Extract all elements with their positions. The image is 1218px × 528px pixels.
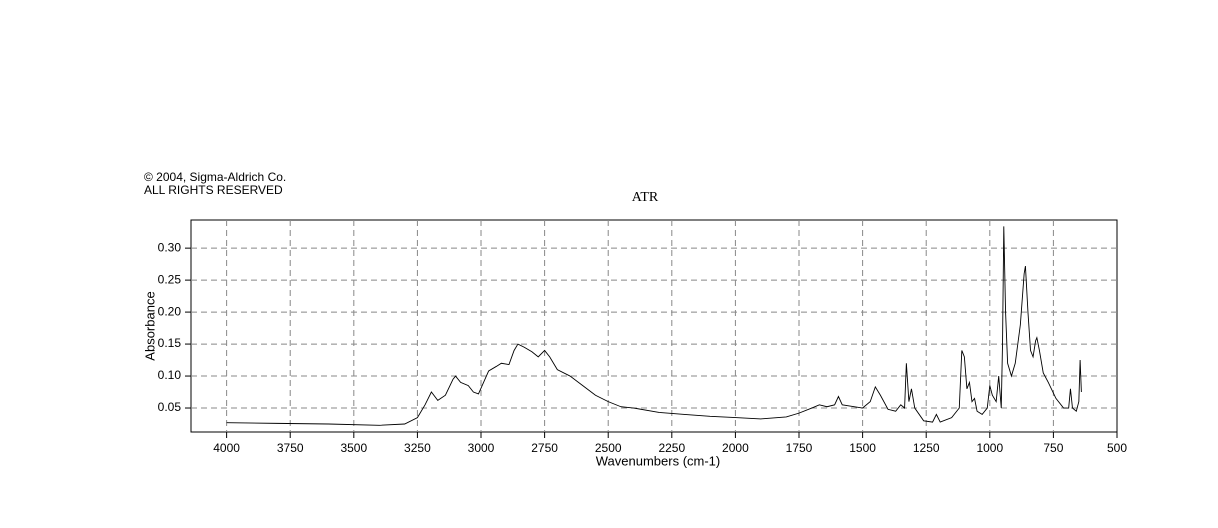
y-tick-label: 0.20 xyxy=(158,304,182,318)
x-tick-label: 4000 xyxy=(213,441,240,455)
x-tick-label: 3500 xyxy=(340,441,367,455)
notice: ALL RIGHTS RESERVED xyxy=(144,183,283,197)
x-tick-label: 3000 xyxy=(468,441,495,455)
spectrum-line xyxy=(226,226,1082,426)
x-tick-label: 1250 xyxy=(913,441,940,455)
y-tick-label: 0.30 xyxy=(158,240,182,254)
x-tick-label: 500 xyxy=(1107,441,1127,455)
x-tick-label: 1000 xyxy=(976,441,1003,455)
x-tick-label: 2750 xyxy=(531,441,558,455)
x-tick-label: 3750 xyxy=(277,441,304,455)
chart-title: ATR xyxy=(632,190,659,205)
x-tick-label: 750 xyxy=(1043,441,1063,455)
x-tick-label: 2250 xyxy=(658,441,685,455)
x-tick-label: 3250 xyxy=(404,441,431,455)
x-tick-label: 1750 xyxy=(786,441,813,455)
notice: © 2004, Sigma-Aldrich Co. xyxy=(144,170,286,184)
y-tick-label: 0.05 xyxy=(158,400,182,414)
x-tick-label: 2000 xyxy=(722,441,749,455)
x-axis-label: Wavenumbers (cm-1) xyxy=(596,453,720,468)
y-tick-label: 0.25 xyxy=(158,272,182,286)
y-tick-label: 0.15 xyxy=(158,336,182,350)
y-axis-label: Absorbance xyxy=(142,291,157,360)
x-tick-label: 1500 xyxy=(849,441,876,455)
y-tick-label: 0.10 xyxy=(158,368,182,382)
plot-frame xyxy=(190,219,1118,433)
x-tick-label: 2500 xyxy=(595,441,622,455)
